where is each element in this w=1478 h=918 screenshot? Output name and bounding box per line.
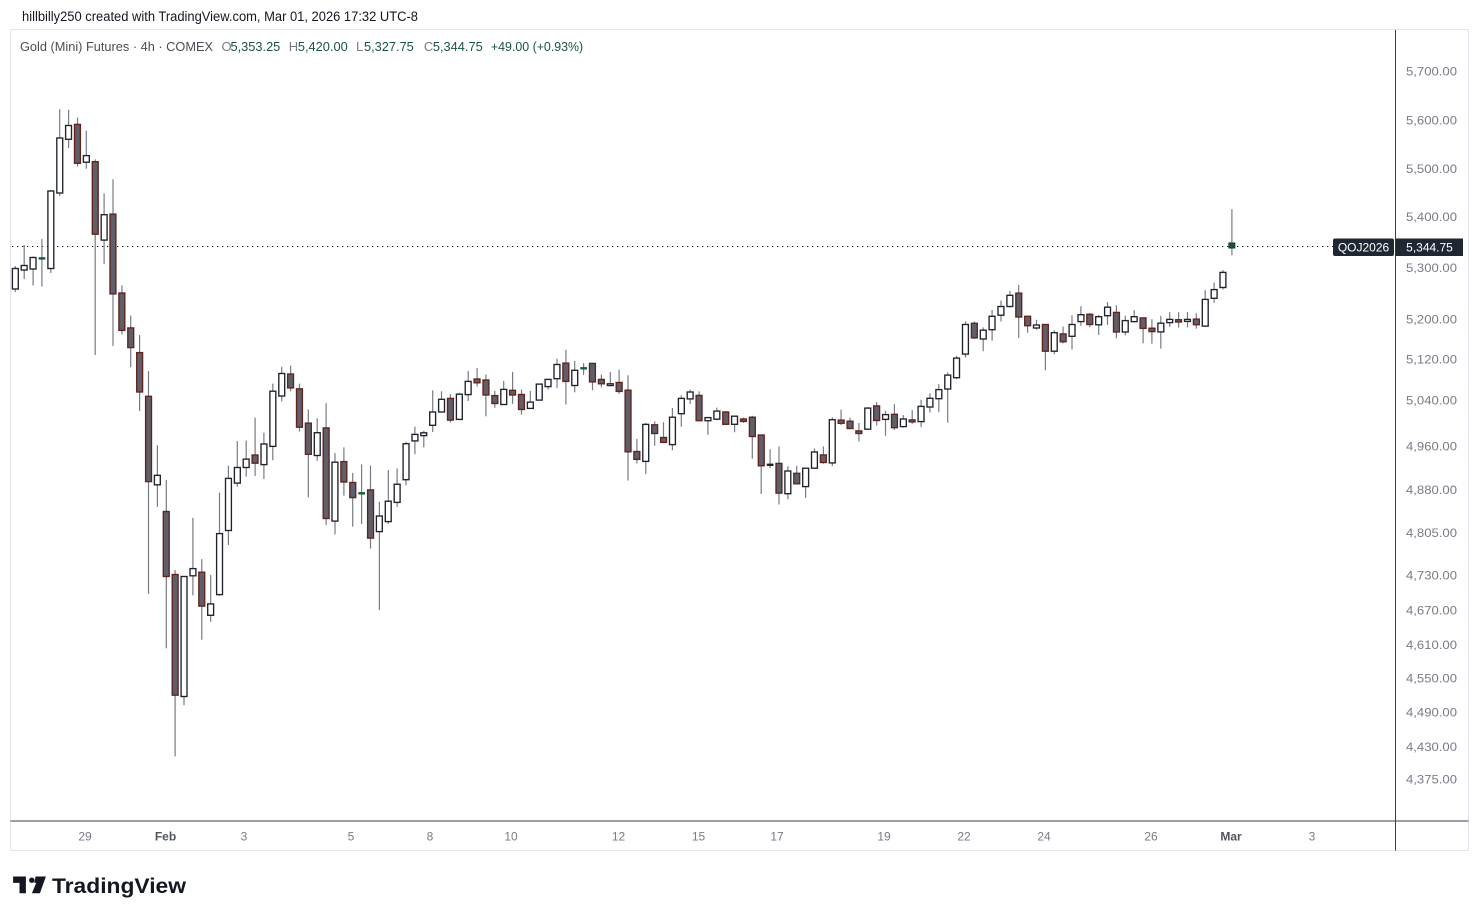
svg-text:5,344.75: 5,344.75 <box>433 39 483 54</box>
svg-text:12: 12 <box>612 830 626 844</box>
svg-text:4,550.00: 4,550.00 <box>1406 672 1457 686</box>
svg-text:hillbilly250 created with Trad: hillbilly250 created with TradingView.co… <box>22 9 418 24</box>
svg-text:26: 26 <box>1144 830 1158 844</box>
svg-text:19: 19 <box>877 830 891 844</box>
svg-text:3: 3 <box>241 830 248 844</box>
svg-text:29: 29 <box>78 830 92 844</box>
svg-text:15: 15 <box>692 830 706 844</box>
svg-text:5,120.00: 5,120.00 <box>1406 353 1457 367</box>
svg-text:4,610.00: 4,610.00 <box>1406 638 1457 652</box>
svg-text:5,700.00: 5,700.00 <box>1406 64 1457 78</box>
svg-text:4,880.00: 4,880.00 <box>1406 483 1457 497</box>
svg-text:Feb: Feb <box>155 830 176 844</box>
svg-text:QOJ2026: QOJ2026 <box>1338 241 1390 255</box>
svg-text:C: C <box>424 39 433 54</box>
svg-text:5,500.00: 5,500.00 <box>1406 162 1457 176</box>
svg-text:TradingView: TradingView <box>52 874 186 898</box>
svg-text:5,600.00: 5,600.00 <box>1406 114 1457 128</box>
svg-text:10: 10 <box>504 830 518 844</box>
svg-text:5,344.75: 5,344.75 <box>1406 241 1453 255</box>
svg-text:5: 5 <box>348 830 355 844</box>
svg-text:24: 24 <box>1037 830 1051 844</box>
svg-text:5,040.00: 5,040.00 <box>1406 393 1457 407</box>
svg-text:5,420.00: 5,420.00 <box>298 39 348 54</box>
svg-text:5,353.25: 5,353.25 <box>231 39 281 54</box>
svg-text:L: L <box>356 39 363 54</box>
svg-text:5,327.75: 5,327.75 <box>364 39 414 54</box>
svg-text:O: O <box>222 39 232 54</box>
svg-text:5,300.00: 5,300.00 <box>1406 261 1457 275</box>
svg-text:3: 3 <box>1309 830 1316 844</box>
svg-text:4,805.00: 4,805.00 <box>1406 526 1457 540</box>
svg-text:5,200.00: 5,200.00 <box>1406 312 1457 326</box>
svg-text:8: 8 <box>427 830 434 844</box>
svg-text:5,400.00: 5,400.00 <box>1406 210 1457 224</box>
svg-text:22: 22 <box>957 830 971 844</box>
svg-text:Mar: Mar <box>1220 830 1242 844</box>
svg-text:4,490.00: 4,490.00 <box>1406 706 1457 720</box>
svg-text:4,670.00: 4,670.00 <box>1406 604 1457 618</box>
svg-text:H: H <box>289 39 298 54</box>
svg-text:17: 17 <box>770 830 784 844</box>
svg-text:4,960.00: 4,960.00 <box>1406 439 1457 453</box>
svg-text:Gold (Mini) Futures · 4h · COM: Gold (Mini) Futures · 4h · COMEX <box>20 39 213 54</box>
svg-text:4,375.00: 4,375.00 <box>1406 772 1457 786</box>
svg-text:4,730.00: 4,730.00 <box>1406 568 1457 582</box>
svg-text:+49.00 (+0.93%): +49.00 (+0.93%) <box>491 39 583 54</box>
svg-text:4,430.00: 4,430.00 <box>1406 740 1457 754</box>
